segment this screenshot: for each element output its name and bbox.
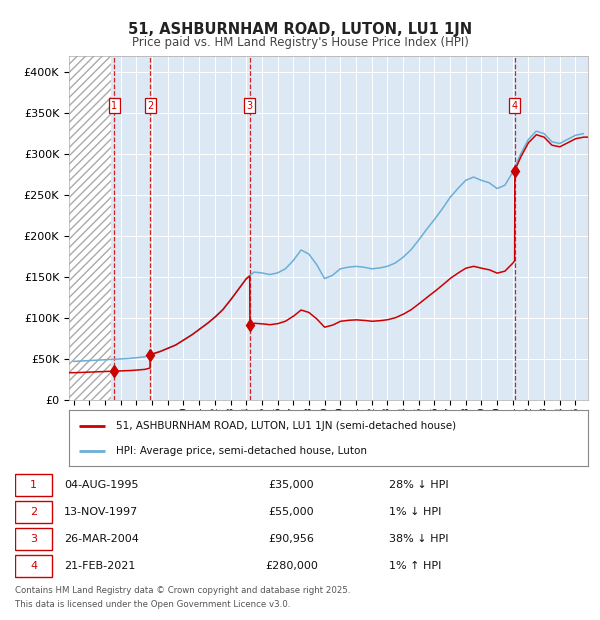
Text: 21-FEB-2021: 21-FEB-2021 xyxy=(64,561,136,571)
Text: 3: 3 xyxy=(30,534,37,544)
Text: 04-AUG-1995: 04-AUG-1995 xyxy=(64,480,139,490)
Text: 3: 3 xyxy=(247,100,253,111)
Text: 2: 2 xyxy=(30,507,37,517)
Text: £90,956: £90,956 xyxy=(269,534,314,544)
Text: Price paid vs. HM Land Registry's House Price Index (HPI): Price paid vs. HM Land Registry's House … xyxy=(131,36,469,49)
FancyBboxPatch shape xyxy=(15,501,52,523)
Text: This data is licensed under the Open Government Licence v3.0.: This data is licensed under the Open Gov… xyxy=(15,600,290,609)
Text: 1: 1 xyxy=(30,480,37,490)
Text: £35,000: £35,000 xyxy=(269,480,314,490)
Text: 2: 2 xyxy=(147,100,153,111)
Bar xyxy=(69,56,112,400)
Text: 4: 4 xyxy=(30,561,37,571)
Text: 28% ↓ HPI: 28% ↓ HPI xyxy=(389,480,449,490)
Text: 1% ↓ HPI: 1% ↓ HPI xyxy=(389,507,442,517)
Text: £55,000: £55,000 xyxy=(269,507,314,517)
FancyBboxPatch shape xyxy=(15,528,52,550)
Text: 13-NOV-1997: 13-NOV-1997 xyxy=(64,507,138,517)
Text: 1: 1 xyxy=(111,100,117,111)
Text: 51, ASHBURNHAM ROAD, LUTON, LU1 1JN: 51, ASHBURNHAM ROAD, LUTON, LU1 1JN xyxy=(128,22,472,37)
FancyBboxPatch shape xyxy=(15,556,52,577)
Text: Contains HM Land Registry data © Crown copyright and database right 2025.: Contains HM Land Registry data © Crown c… xyxy=(15,586,350,595)
Bar xyxy=(69,56,112,400)
Text: HPI: Average price, semi-detached house, Luton: HPI: Average price, semi-detached house,… xyxy=(116,446,367,456)
FancyBboxPatch shape xyxy=(15,474,52,495)
Text: 38% ↓ HPI: 38% ↓ HPI xyxy=(389,534,449,544)
Text: 1% ↑ HPI: 1% ↑ HPI xyxy=(389,561,442,571)
Text: 26-MAR-2004: 26-MAR-2004 xyxy=(64,534,139,544)
Text: 51, ASHBURNHAM ROAD, LUTON, LU1 1JN (semi-detached house): 51, ASHBURNHAM ROAD, LUTON, LU1 1JN (sem… xyxy=(116,420,456,430)
Text: £280,000: £280,000 xyxy=(265,561,318,571)
Text: 4: 4 xyxy=(512,100,518,111)
